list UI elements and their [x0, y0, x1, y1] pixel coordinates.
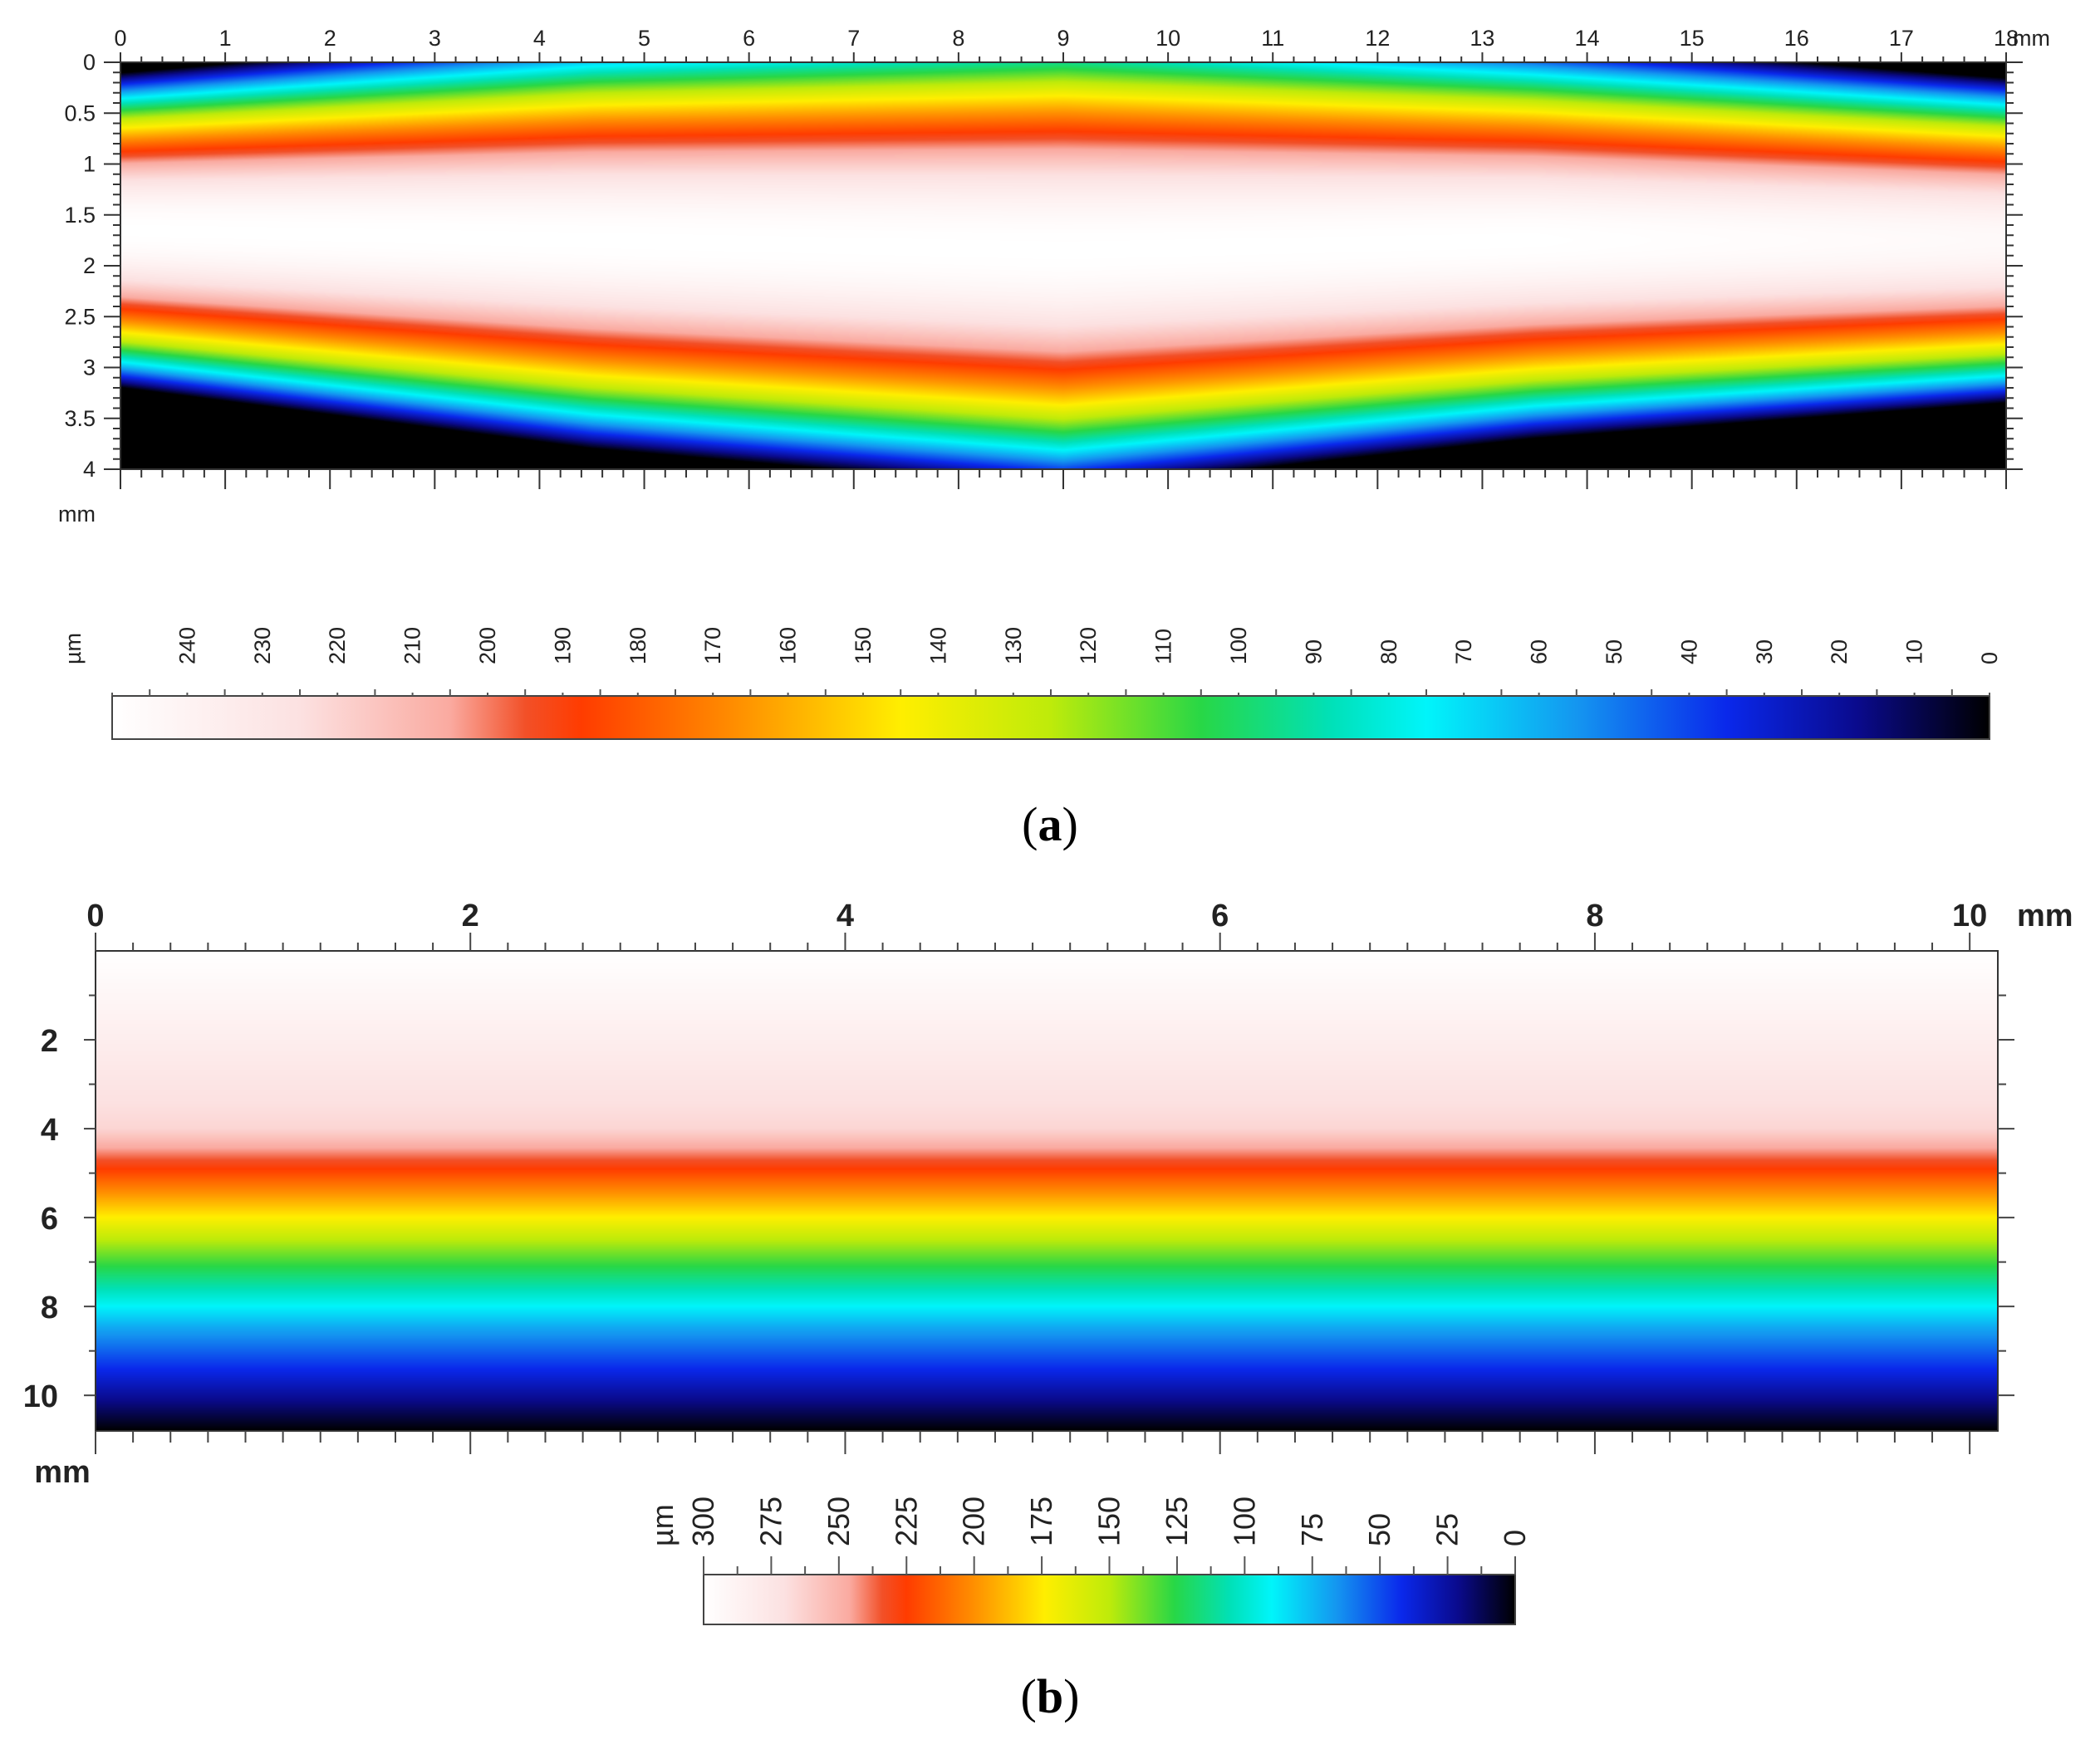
y-tick-label: 4 [83, 457, 96, 482]
colorbar-a-tick-label: 240 [174, 627, 199, 664]
x-tick-label: 1 [219, 26, 232, 51]
colorbar-a-tick-label: 80 [1376, 639, 1401, 664]
panel-b-heatmap: 0 2 4 6 8 10 mm 2 4 6 8 10 mm [23, 899, 2073, 1490]
colorbar-b-tick-label: 300 [686, 1497, 720, 1546]
colorbar-b-tick-label: 100 [1227, 1497, 1261, 1546]
colorbar-b-tick-label: 75 [1295, 1513, 1329, 1546]
x-tick-label: 17 [1889, 26, 1914, 51]
x-tick-label: 2 [324, 26, 336, 51]
panel-a-colorbar: 240 230 220 210 200 190 180 170 160 150 140 130 120 1… [61, 627, 2002, 740]
y-tick-label: 2.5 [64, 304, 96, 329]
x-tick-label: 12 [1365, 26, 1390, 51]
x-tick-label: 11 [1261, 26, 1284, 51]
x-tick-label: 4 [533, 26, 546, 51]
y-tick-label: 1.5 [64, 203, 96, 228]
colorbar-a-tick-label: 140 [925, 627, 950, 664]
x-tick-label: 8 [1586, 899, 1603, 933]
colorbar-a-tick-label: 130 [1001, 627, 1026, 664]
colorbar-b-unit: µm [645, 1504, 680, 1546]
x-tick-label: 0 [114, 26, 126, 51]
x-tick-label: 8 [952, 26, 964, 51]
colorbar-a-tick-label: 150 [851, 627, 876, 664]
colorbar-a-tick-label: 230 [250, 627, 275, 664]
y-tick-label: 2 [83, 253, 96, 278]
colorbar-a-unit: µm [61, 633, 86, 664]
colorbar-b-tick-label: 125 [1160, 1497, 1194, 1546]
colorbar-a-tick-label: 210 [400, 627, 425, 664]
colorbar-b-tick-label: 150 [1092, 1497, 1126, 1546]
colorbar-b-tick-label: 275 [753, 1497, 788, 1546]
colorbar-b-tick-label: 0 [1498, 1530, 1532, 1546]
y-tick-label: 3.5 [64, 406, 96, 431]
colorbar-a-tick-label: 0 [1977, 652, 2002, 664]
y-tick-label: 3 [83, 355, 96, 380]
x-tick-label: 0 [86, 899, 104, 933]
colorbar-a-tick-label: 70 [1451, 639, 1476, 664]
panel-a-heatmap: 0 1 2 3 4 5 6 7 8 9 10 11 12 13 14 15 16 17 18mm00.511.522… [58, 26, 2050, 527]
x-unit-label: mm [2013, 26, 2050, 51]
x-tick-label: 9 [1057, 26, 1069, 51]
colorbar-b-tick-label: 200 [957, 1497, 991, 1546]
colorbar-a-tick-label: 10 [1902, 639, 1927, 664]
colorbar-a-tick-label: 60 [1527, 639, 1552, 664]
y-tick-label: 8 [41, 1291, 58, 1325]
x-tick-label: 10 [1155, 26, 1180, 51]
colorbar-a-tick-label: 110 [1151, 629, 1176, 664]
colorbar-a-tick-label: 200 [475, 627, 500, 664]
colorbar-a-tick-label: 170 [700, 627, 725, 664]
colorbar-a-tick-label: 30 [1752, 639, 1777, 664]
x-tick-label: 15 [1680, 26, 1705, 51]
panel-label-a: (a) [1022, 797, 1078, 851]
colorbar-a-tick-label: 120 [1076, 627, 1101, 664]
x-tick-label: 6 [743, 26, 755, 51]
colorbar-b-tick-label: 225 [889, 1497, 923, 1546]
y-tick-label: 2 [41, 1024, 58, 1059]
panel-label-b: (b) [1021, 1669, 1080, 1723]
colorbar-a-tick-label: 90 [1301, 639, 1326, 664]
x-tick-label: 3 [429, 26, 441, 51]
colorbar-b-tick-label: 25 [1430, 1513, 1465, 1546]
colorbar-b-tick-label: 175 [1024, 1497, 1058, 1546]
y-tick-label: 0.5 [64, 100, 96, 125]
colorbar-b-tick-label: 250 [822, 1497, 856, 1546]
colorbar-b-tick-label: 50 [1362, 1513, 1396, 1546]
colorbar-a-tick-label: 190 [550, 627, 575, 664]
colorbar-a-tick-label: 220 [325, 627, 350, 664]
colorbar-a-tick-label: 180 [626, 627, 650, 664]
x-tick-label: 10 [1952, 899, 1987, 933]
colorbar-a-tick-label: 40 [1676, 639, 1701, 664]
y-tick-label: 6 [41, 1202, 58, 1237]
panel-a-heatmap-canvas [120, 62, 2006, 469]
x-tick-label: 14 [1575, 26, 1600, 51]
x-tick-label: 13 [1470, 26, 1494, 51]
y-unit-label: mm [34, 1455, 91, 1490]
y-tick-label: 4 [41, 1113, 58, 1148]
colorbar-a-tick-label: 160 [776, 627, 801, 664]
x-tick-label: 6 [1211, 899, 1229, 933]
panel-b-heatmap-canvas [96, 951, 1998, 1431]
y-tick-label: 1 [83, 152, 96, 177]
y-tick-label: 0 [83, 50, 96, 75]
colorbar-a-tick-label: 20 [1827, 639, 1852, 664]
colorbar-a-tick-label: 50 [1602, 639, 1627, 664]
x-tick-label: 16 [1784, 26, 1809, 51]
x-tick-label: 5 [638, 26, 650, 51]
x-tick-label: 7 [847, 26, 860, 51]
panel-b-colorbar: 300 275 250 225 200 175 150 125 100 75 50 25 0µm [645, 1497, 1532, 1625]
x-tick-label: 4 [837, 899, 854, 933]
colorbar-a-tick-label: 100 [1226, 627, 1251, 664]
x-tick-label: 2 [462, 899, 479, 933]
y-unit-label: mm [58, 502, 96, 527]
x-unit-label: mm [2017, 899, 2073, 933]
y-tick-label: 10 [23, 1379, 58, 1414]
x-tick-label: 18 [1994, 26, 2019, 51]
